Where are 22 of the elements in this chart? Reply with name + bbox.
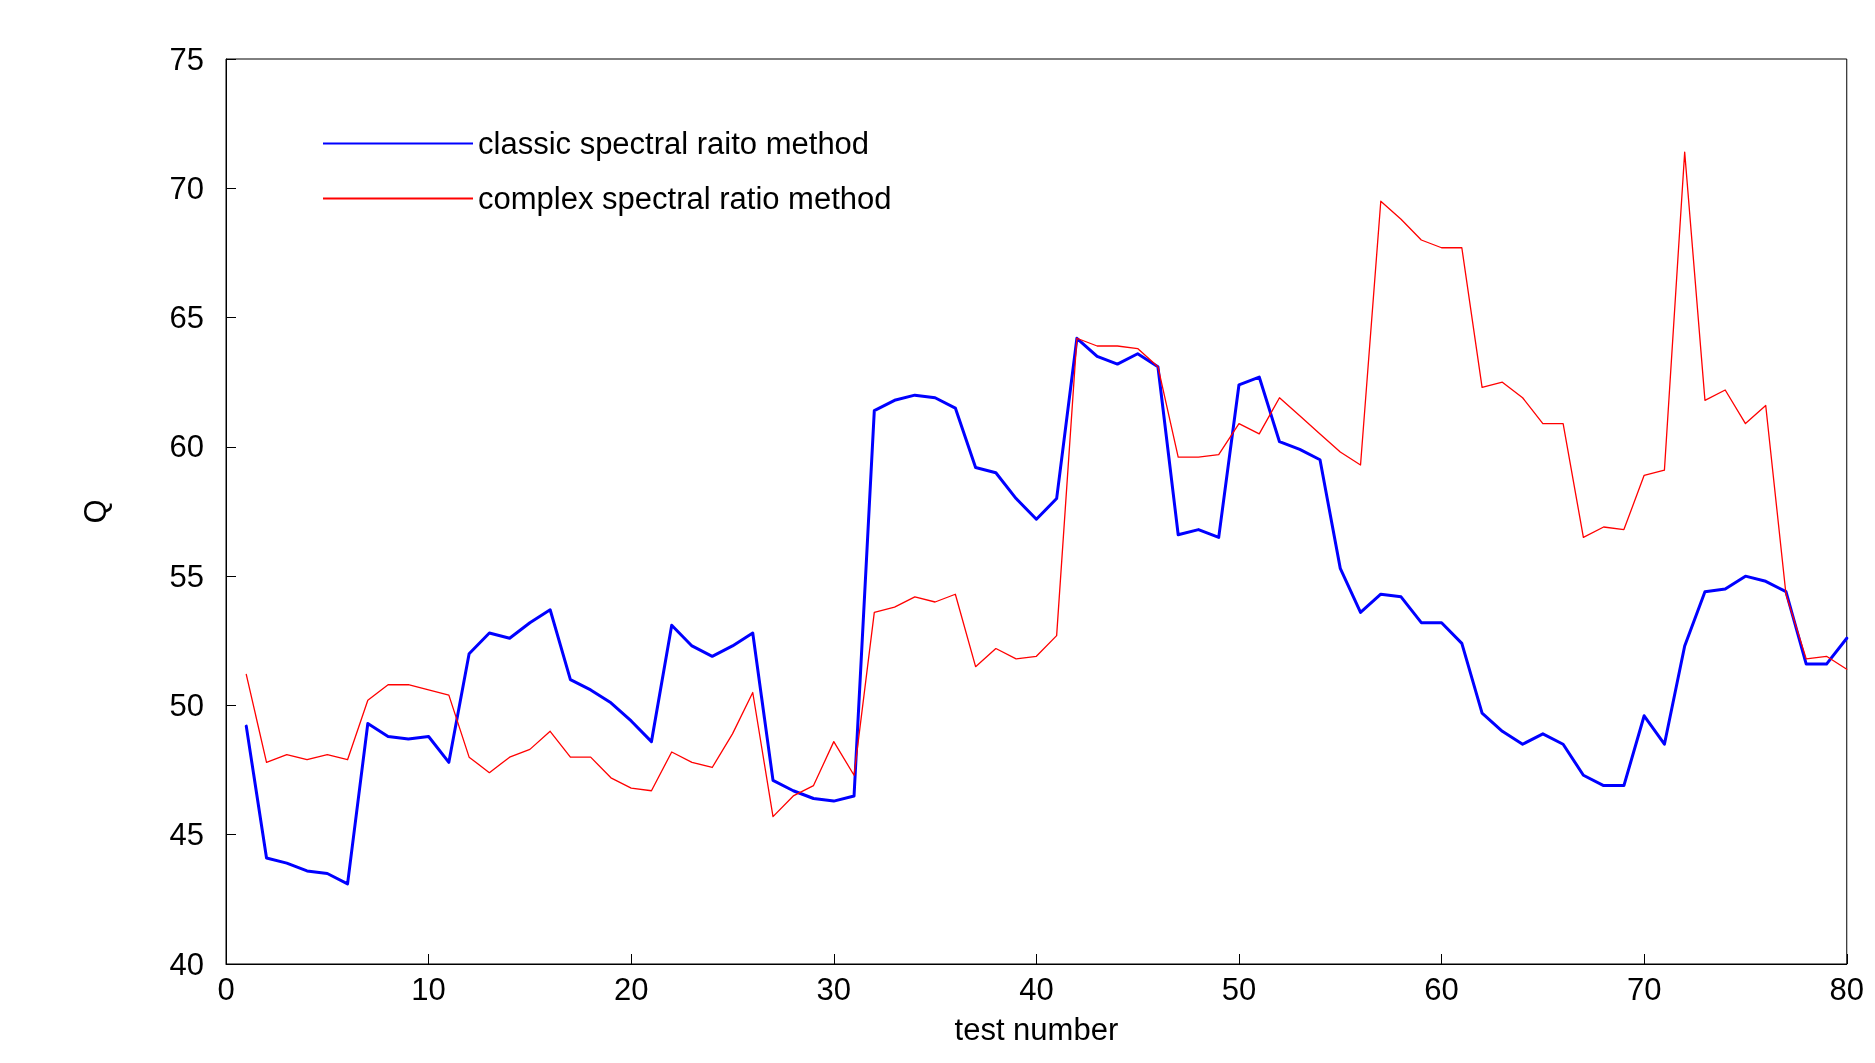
y-tick-label: 50 bbox=[169, 687, 204, 723]
legend-label: classic spectral raito method bbox=[478, 126, 870, 161]
x-tick-label: 10 bbox=[411, 972, 446, 1007]
x-axis-title: test number bbox=[954, 1012, 1119, 1047]
x-tick-label: 50 bbox=[1221, 972, 1257, 1007]
y-tick-label: 70 bbox=[169, 170, 204, 206]
x-tick-label: 70 bbox=[1626, 972, 1662, 1007]
x-tick-label: 0 bbox=[217, 972, 235, 1007]
x-tick-label: 40 bbox=[1019, 972, 1054, 1007]
line-series bbox=[244, 336, 1849, 886]
x-tick-label: 20 bbox=[613, 972, 649, 1007]
y-tick-label: 40 bbox=[169, 946, 204, 982]
x-tick-label: 80 bbox=[1829, 972, 1864, 1007]
y-tick-label: 60 bbox=[169, 429, 204, 465]
y-tick-label: 65 bbox=[169, 300, 204, 336]
y-tick-label: 45 bbox=[169, 817, 204, 853]
y-tick-label: 55 bbox=[169, 558, 204, 594]
x-tick-label: 60 bbox=[1424, 972, 1459, 1007]
y-tick-label: 75 bbox=[169, 41, 204, 77]
y-axis-title: Q bbox=[78, 499, 113, 524]
x-tick-label: 30 bbox=[816, 972, 852, 1007]
legend-label: complex spectral ratio method bbox=[478, 181, 892, 216]
